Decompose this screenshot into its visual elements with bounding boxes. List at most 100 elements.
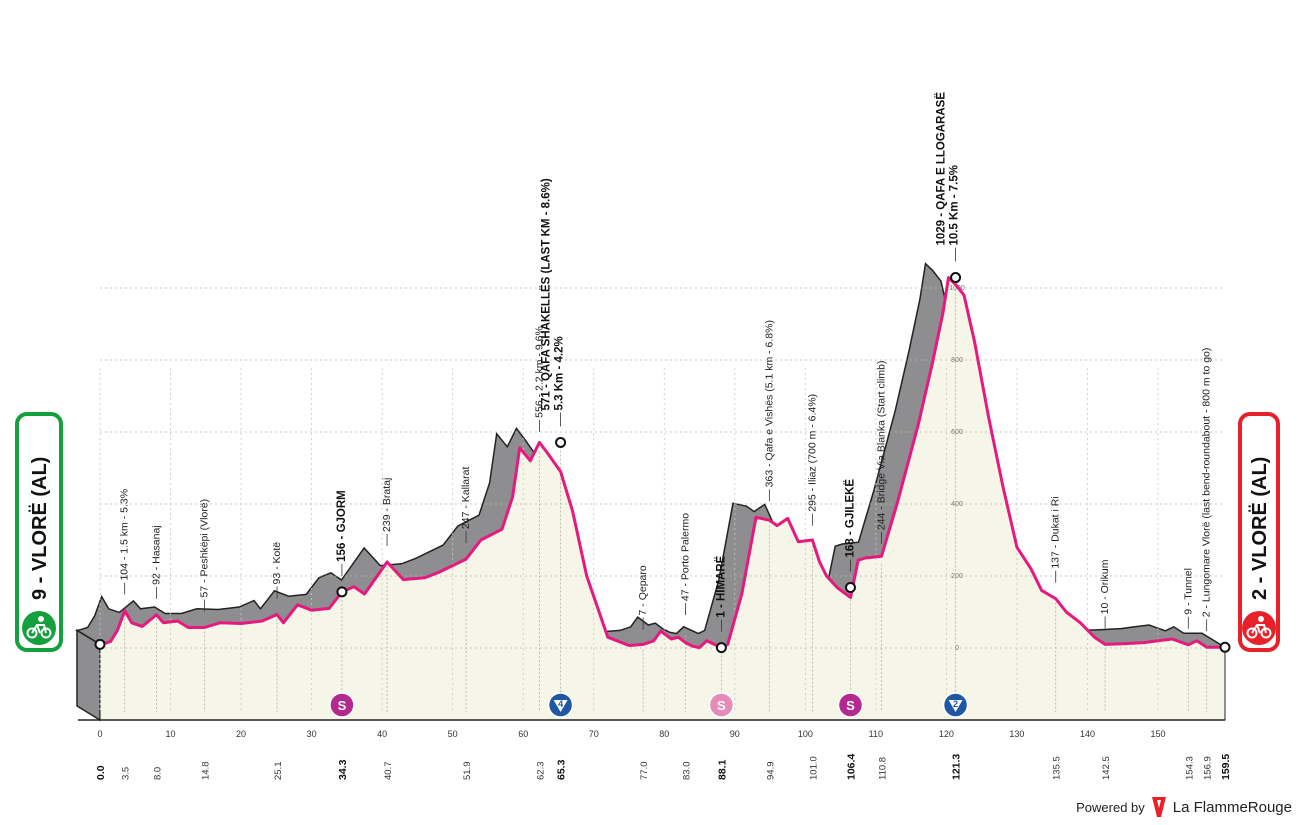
point-label: 92 - Hasanaj [150,525,162,585]
powered-by-text: Powered by [1076,799,1145,815]
profile-curve [99,276,1225,650]
altitude-tick-label: 600 [951,429,963,436]
km-tick-label: 60 [518,729,528,739]
point-label: 47 - Porto Palermo [679,513,691,601]
point-label: 571 - QAFA SHAKELLËS (LAST KM - 8.6%) [540,178,553,410]
finish-pill: 2 - VLORË (AL) [1238,412,1280,652]
cyclist-icon [26,616,52,639]
point-labels: 104 - 1.5 km - 5.3% 92 - Hasanaj 57 - Pesh… [119,92,1213,632]
point-label: 556 - 2.2 km - 9.6% [533,326,545,418]
start-pill-frame [15,412,63,652]
point-distance-label: 8.0 [152,767,163,780]
flame-logo-icon [1151,797,1166,817]
cyclist-icon [1246,616,1272,639]
climb-point-marker [715,642,727,654]
start-point-marker [94,638,106,650]
profile-markers [94,272,1231,654]
point-distance-label: 83.0 [681,762,692,781]
kom-category-label: 2 [953,699,958,709]
climb-point-marker [336,586,348,598]
km-tick-label: 120 [939,729,954,739]
point-distance-label: 14.8 [200,762,211,781]
point-distance-label: 121.3 [951,754,963,780]
km-tick-label: 70 [589,729,599,739]
altitude-tick-label: 400 [951,501,963,508]
sprint-s-icon: S [338,698,347,713]
point-label: 247 - Kallarat [460,467,472,530]
finish-pill-frame [1238,412,1280,652]
altitude-tick-label: 0 [955,645,959,652]
point-distance-label: 34.3 [337,759,349,780]
point-label: 137 - Dukat i Ri [1050,496,1062,568]
kom-category-label: 4 [558,699,563,709]
point-distance-label: 77.0 [639,762,650,781]
finish-title: 2 - VLORË (AL) [1248,457,1271,600]
point-distance-label: 154.3 [1184,756,1195,780]
finish-point-marker [1219,641,1231,653]
altitude-tick-label: 200 [951,573,963,580]
sprint-badge [329,692,355,718]
point-label: 93 - Kotë [271,542,283,585]
km-tick-label: 100 [798,729,813,739]
point-label: 239 - Brataj [381,478,393,532]
point-label: 168 - GJILEKË [843,479,856,558]
start-distance-label: 0.0 [95,765,107,780]
sprint-s-icon: S [846,698,855,713]
point-label-secondary: 10.5 Km - 7.5% [949,165,961,246]
point-label: 1029 - QAFA E LLOGARASË [935,92,948,246]
point-label: 2 - Lungomare Vlorë (last bend-roundabou… [1201,348,1213,618]
profile-shadow-band [74,262,1228,649]
brand-text: La FlammeRouge [1172,798,1292,816]
km-tick-label: 30 [307,729,317,739]
km-tick-label: 20 [236,729,246,739]
point-distance-label: 94.9 [765,762,776,781]
point-distance-label: 88.1 [716,759,728,780]
profile-line [99,276,1225,650]
point-distance-label: 3.5 [121,767,132,780]
point-label: 104 - 1.5 km - 5.3% [119,489,131,581]
km-tick-label: 90 [730,729,740,739]
altitude-tick-label: 800 [951,357,963,364]
point-distance-label: 51.9 [462,762,473,781]
kom-triangle-icon [553,700,568,712]
km-tick-label: 130 [1009,729,1024,739]
point-label: 156 - GJORM [336,490,348,562]
point-label: 7 - Qeparo [637,565,649,615]
start-title: 9 - VLORË (AL) [28,457,51,600]
km-tick-label: 150 [1150,729,1165,739]
finish-distance-label: 159.5 [1220,754,1232,780]
point-distance-label: 142.5 [1101,756,1112,780]
km-tick-label: 10 [166,729,176,739]
point-label: 363 - Qafa e Vishës (5.1 km - 6.8%) [763,320,775,487]
km-tick-label: 110 [869,729,883,739]
sprint-s-icon: S [717,698,726,713]
climb-point-marker [844,582,856,594]
point-label: 57 - Peshkëpi (Vlorë) [198,499,210,598]
point-label: 9 - Tunnel [1182,568,1194,615]
point-label-secondary: 5.3 Km - 4.2% [554,336,566,410]
point-distance-label: 106.4 [845,754,857,780]
kom-triangle-icon [948,700,963,712]
start-pill: 9 - VLORË (AL) [15,412,63,652]
point-distance-label: 110.8 [878,757,889,780]
km-tick-label: 0 [97,729,102,739]
footer: Powered by La FlammeRouge [1076,796,1292,818]
climb-point-marker [555,436,567,448]
km-tick-label: 40 [377,729,387,739]
sprint-badge [837,692,864,718]
point-distance-label: 65.3 [556,759,568,780]
km-tick-label: 50 [448,729,458,739]
point-distance-label: 62.3 [535,762,546,781]
distance-axis: 0 10 20 30 40 50 60 70 80 90 100 110 120 130 140 150 0.0… [78,719,1232,781]
point-distance-label: 40.7 [383,762,394,781]
point-label: 10 - Orikum [1099,559,1111,614]
km-tick-label: 140 [1080,729,1095,739]
point-label: 295 - Iliaz (700 m - 6.4%) [806,394,818,512]
point-label: 1 - HIMARË [714,555,727,617]
point-label: 244 - Bridge Via Blanka (Start climb) [876,361,888,531]
point-distance-label: 156.9 [1203,756,1214,780]
sprint-badge [708,692,735,718]
climb-point-marker [950,272,962,284]
